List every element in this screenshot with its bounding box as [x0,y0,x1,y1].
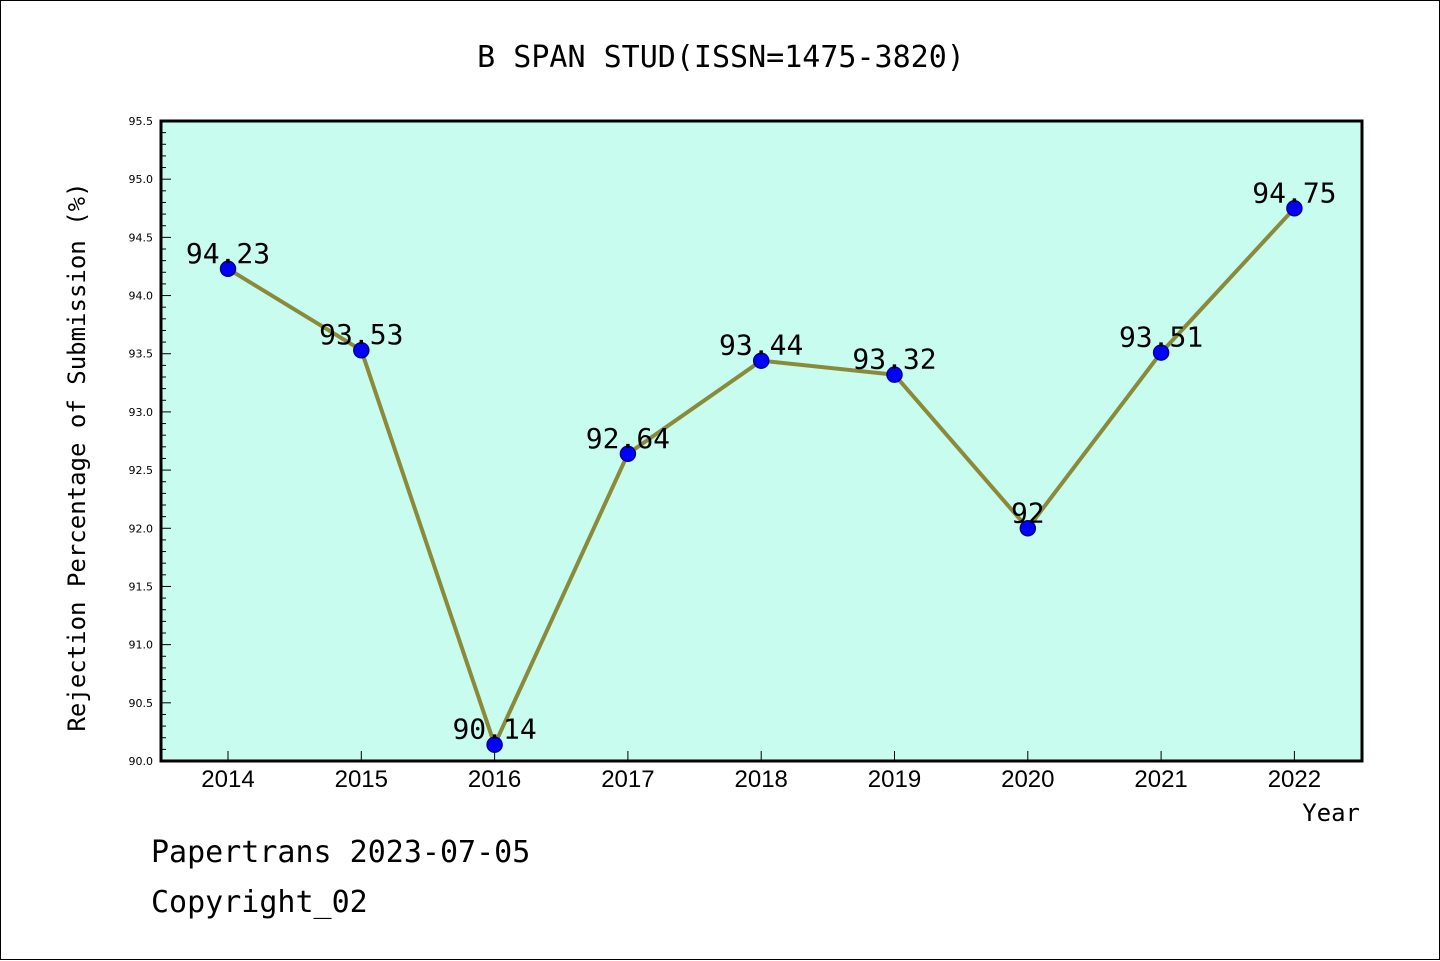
x-tick-label: 2019 [868,766,921,793]
y-tick-label: 94.5 [129,231,154,244]
footer-copyright-text: Copyright_02 [151,885,368,920]
y-tick-label: 95.0 [129,173,154,186]
data-point [1152,344,1170,361]
data-points [219,200,1303,753]
x-tick-label: 2014 [201,766,254,793]
x-axis-ticks: 2014 2015 2016 2017 2018 2019 2020 2021 2022 [201,751,1321,793]
y-tick-label: 90.0 [129,755,154,768]
plot-area [161,121,1362,761]
data-label: 93.53 [319,318,403,351]
data-label: 93.44 [719,329,803,362]
x-tick-label: 2017 [601,766,654,793]
x-tick-label: 2022 [1268,766,1321,793]
plot-border [159,119,1364,763]
data-point [619,445,637,463]
y-tick-label: 95.5 [129,115,154,128]
data-point [1019,520,1037,537]
y-tick-label: 92.5 [129,464,154,477]
x-axis-label: Year [1302,799,1360,827]
data-label: 92 [1011,496,1045,529]
x-tick-label: 2015 [335,766,388,793]
x-tick-label: 2021 [1134,766,1187,793]
chart-title: B SPAN STUD(ISSN=1475-3820) [477,40,965,75]
data-point [219,260,237,278]
data-label: 93.32 [852,343,936,376]
y-tick-label: 94.0 [129,290,154,303]
y-tick-label: 91.0 [129,639,154,652]
data-point [486,736,503,753]
data-labels: 94.23 93.53 90.14 92.64 93.44 93.32 92 93.51 94.… [186,176,1337,745]
x-tick-label: 2018 [735,766,788,793]
data-label: 93.51 [1119,321,1203,354]
data-point [1286,200,1303,217]
data-point [353,341,370,359]
y-tick-label: 93.5 [129,348,154,361]
y-axis-label: Rejection Percentage of Submission (%) [63,182,91,731]
data-label: 94.75 [1252,176,1336,209]
y-tick-label: 91.5 [129,580,154,593]
y-tick-label: 93.0 [129,406,154,419]
x-tick-label: 2016 [468,766,521,793]
footer-date-text: Papertrans 2023-07-05 [151,835,531,870]
x-tick-label: 2020 [1001,766,1054,793]
y-tick-label: 92.0 [129,522,154,535]
data-point [886,366,903,383]
data-label: 94.23 [186,237,270,270]
y-tick-label: 90.5 [129,697,154,710]
data-label: 92.64 [586,422,670,455]
data-label: 90.14 [452,713,536,746]
data-point [752,352,770,369]
